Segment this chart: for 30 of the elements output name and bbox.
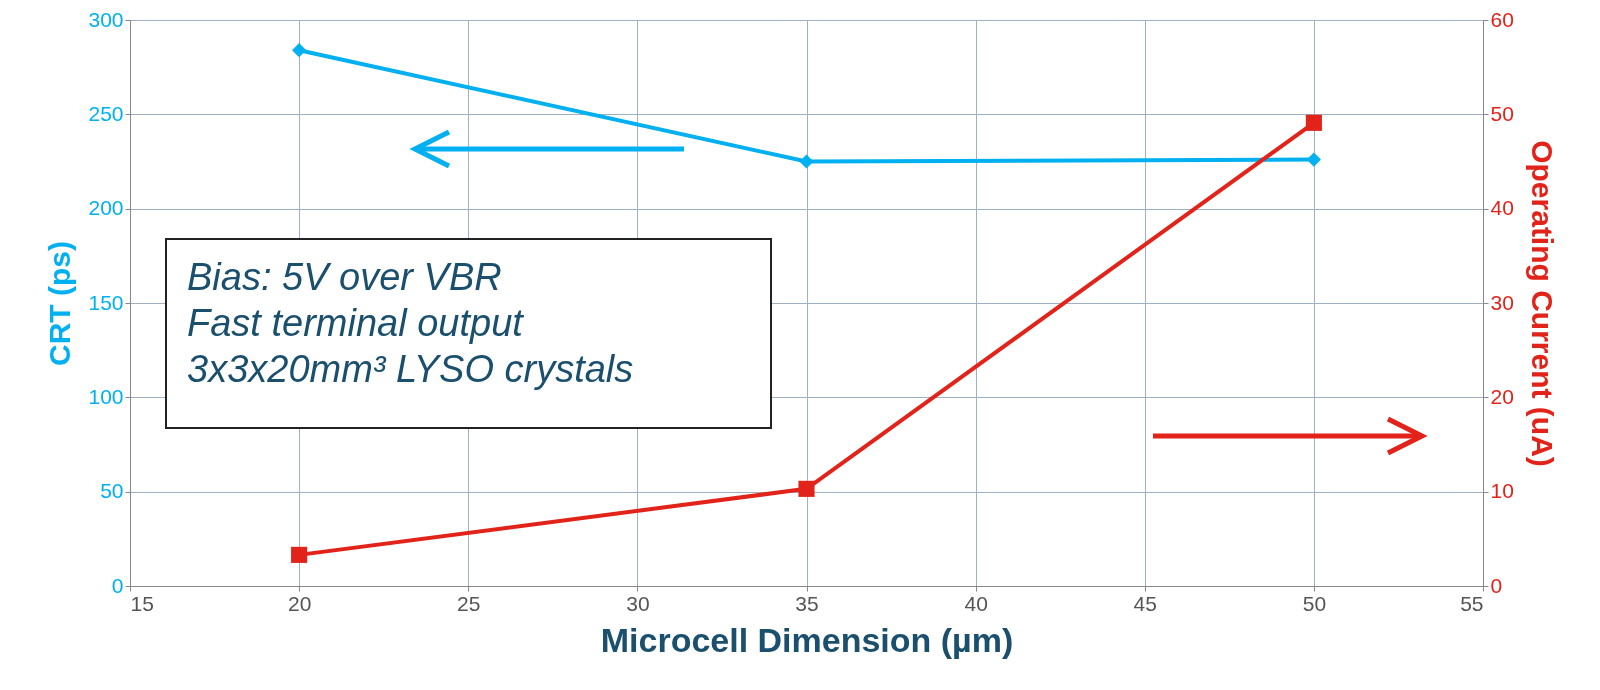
x-tick-label: 55 xyxy=(1460,591,1484,615)
x-tick-label: 35 xyxy=(795,591,819,615)
x-tick-label: 15 xyxy=(130,591,154,615)
y2-tick-label: 20 xyxy=(1490,384,1514,408)
y-tick-label: 200 xyxy=(88,196,124,220)
x-tick-label: 40 xyxy=(964,591,988,615)
y2-tick-label: 50 xyxy=(1490,101,1514,125)
y-axis-title: CRT (ps) xyxy=(43,241,77,366)
annotation: Fast terminal output xyxy=(187,301,525,346)
y-tick-label: 100 xyxy=(88,384,124,408)
x-tick-label: 25 xyxy=(457,591,481,615)
annotation: 3x3x20mm³ LYSO crystals xyxy=(187,347,635,392)
y2-tick-label: 60 xyxy=(1490,7,1514,31)
x-tick-label: 20 xyxy=(287,591,312,615)
y2-axis-title: Operating Current (uA) xyxy=(1525,140,1559,467)
note-box: Bias: 5V over VBR Fast terminal output 3x3x20mm³ LYSO crystals xyxy=(165,238,772,429)
x-tick-label: 30 xyxy=(626,591,650,615)
y2-tick-label: 10 xyxy=(1490,479,1514,503)
y-tick-label: 0 xyxy=(111,573,124,597)
x-axis-title: Microcell Dimension (µm) xyxy=(600,620,1014,659)
y-tick-label: 50 xyxy=(100,479,124,503)
y-tick-label: 300 xyxy=(88,7,124,31)
y-tick-label: 150 xyxy=(88,290,124,314)
x-tick-label: 45 xyxy=(1133,591,1157,615)
x-tick-label: 50 xyxy=(1302,591,1327,615)
y2-tick-label: 30 xyxy=(1490,290,1514,314)
annotation: Bias: 5V over VBR xyxy=(187,255,503,300)
y-tick-label: 250 xyxy=(88,101,124,125)
y2-tick-label: 40 xyxy=(1490,196,1514,220)
y2-tick-label: 0 xyxy=(1490,573,1503,597)
